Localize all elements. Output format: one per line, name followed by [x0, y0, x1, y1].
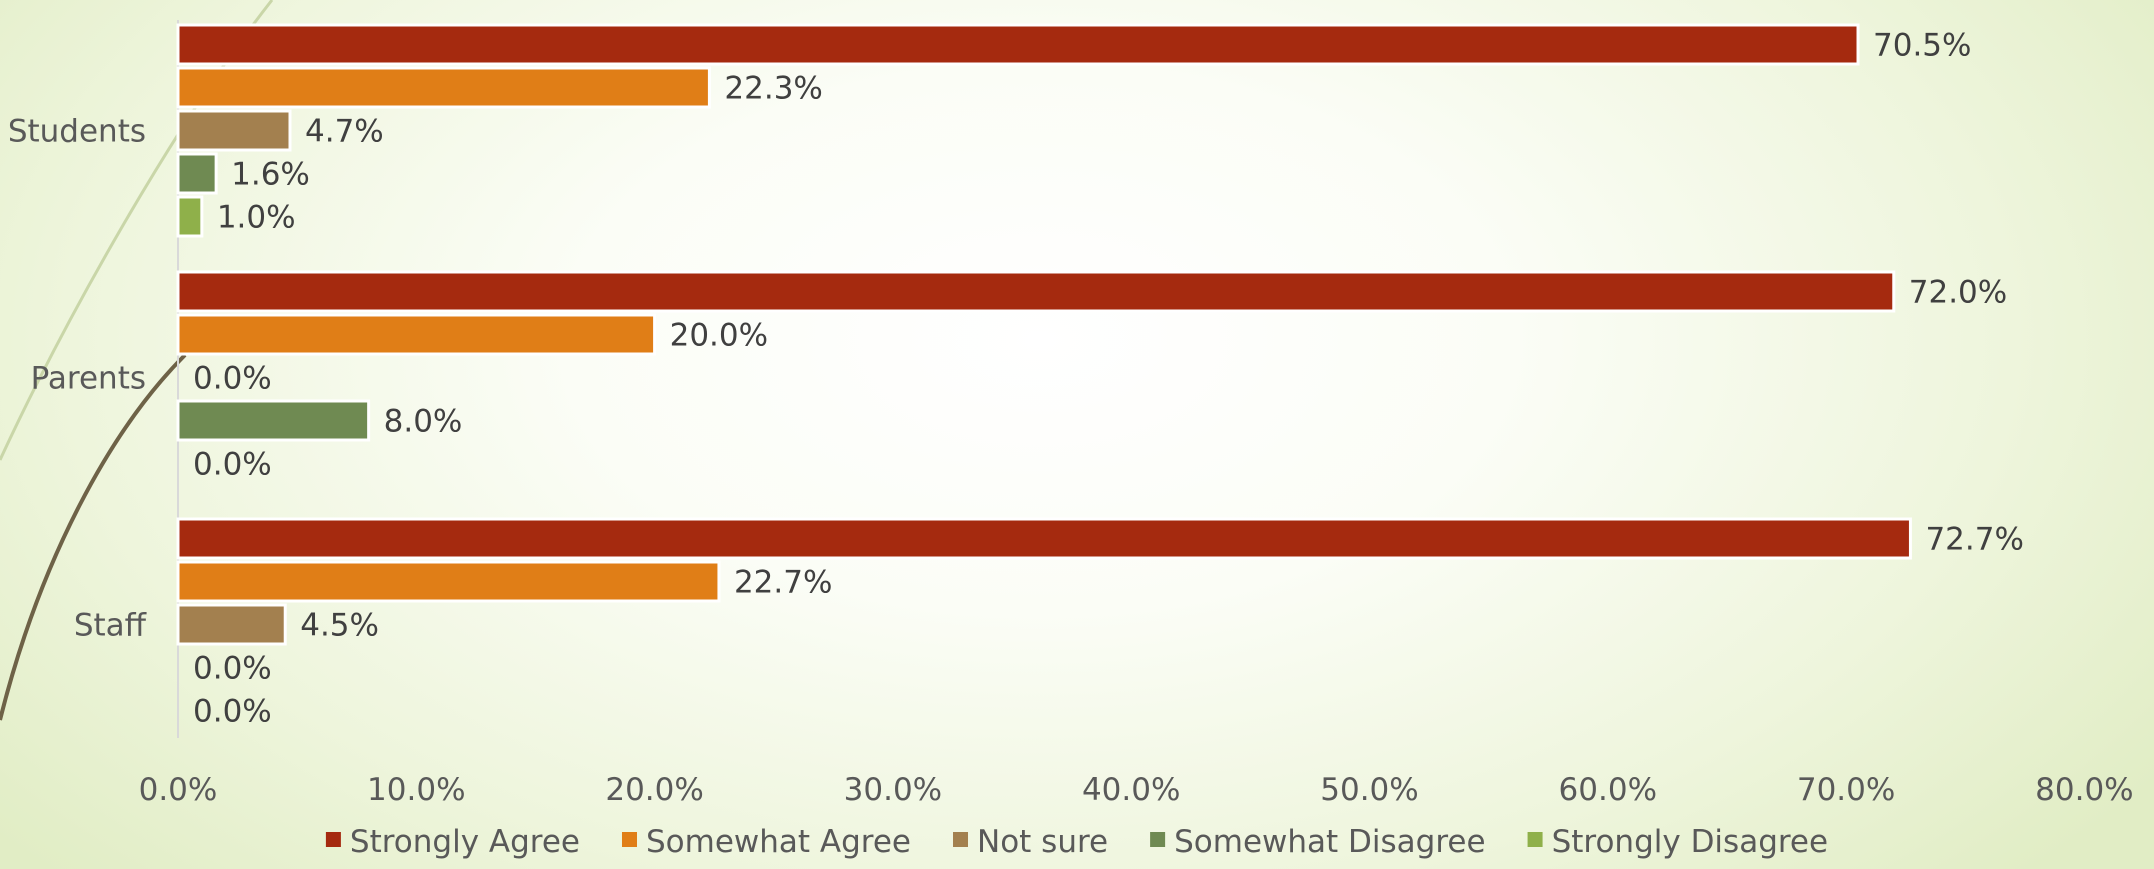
data-label-staff-somewhat-agree: 22.7% — [734, 565, 832, 601]
data-label-parents-strongly-agree: 72.0% — [1909, 275, 2007, 311]
bar-parents-somewhat-agree — [176, 313, 657, 356]
x-tick-label: 70.0% — [1797, 772, 1895, 808]
legend-swatch-strongly-agree — [325, 832, 341, 847]
data-label-students-strongly-agree: 70.5% — [1873, 28, 1971, 64]
bar-students-not-sure — [176, 109, 292, 152]
x-tick-label: 60.0% — [1559, 772, 1657, 808]
bar-staff-not-sure — [176, 603, 287, 646]
x-tick-label: 0.0% — [139, 772, 218, 808]
legend-label-strongly-disagree: Strongly Disagree — [1552, 824, 1829, 860]
data-label-staff-strongly-disagree: 0.0% — [193, 694, 272, 730]
x-tick-label: 80.0% — [2035, 772, 2133, 808]
legend: Strongly Agree Somewhat Agree Not sure Some… — [325, 824, 1829, 860]
x-tick-labels-group: 0.0% 10.0% 20.0% 30.0% 40.0% 50.0% 60.0% 70.0% 8… — [139, 772, 2134, 808]
bar-staff-strongly-agree — [176, 517, 1912, 560]
bar-students-somewhat-disagree — [176, 152, 218, 195]
data-label-parents-strongly-disagree: 0.0% — [193, 447, 272, 483]
legend-swatch-not-sure — [953, 832, 969, 847]
data-label-parents-not-sure: 0.0% — [193, 361, 272, 397]
decor-curve-dark — [0, 353, 187, 721]
legend-swatch-strongly-disagree — [1527, 832, 1543, 847]
x-tick-label: 50.0% — [1320, 772, 1418, 808]
legend-swatch-somewhat-agree — [621, 832, 637, 847]
data-label-staff-not-sure: 4.5% — [300, 608, 379, 644]
bar-staff-somewhat-agree — [176, 560, 721, 603]
data-label-students-somewhat-agree: 22.3% — [724, 71, 822, 107]
x-tick-label: 40.0% — [1082, 772, 1180, 808]
data-label-staff-somewhat-disagree: 0.0% — [193, 651, 272, 687]
data-label-parents-somewhat-agree: 20.0% — [670, 318, 768, 354]
bars-group — [176, 23, 1912, 646]
bar-parents-strongly-agree — [176, 270, 1896, 313]
data-label-students-strongly-disagree: 1.0% — [217, 200, 296, 236]
legend-label-strongly-agree: Strongly Agree — [350, 824, 580, 860]
data-labels-group: 70.5% 22.3% 4.7% 1.6% 1.0% 72.0% 20.0% 0.0% 8.0%… — [193, 28, 2024, 730]
data-label-students-somewhat-disagree: 1.6% — [231, 157, 310, 193]
category-label-staff: Staff — [74, 608, 147, 644]
category-label-parents: Parents — [31, 361, 146, 397]
legend-label-not-sure: Not sure — [977, 824, 1108, 860]
bar-students-strongly-agree — [176, 23, 1860, 66]
legend-label-somewhat-agree: Somewhat Agree — [646, 824, 911, 860]
data-label-students-not-sure: 4.7% — [305, 114, 384, 150]
data-label-staff-strongly-agree: 72.7% — [1925, 522, 2023, 558]
x-tick-label: 30.0% — [844, 772, 942, 808]
bar-parents-somewhat-disagree — [176, 399, 371, 442]
x-tick-label: 10.0% — [367, 772, 465, 808]
category-label-students: Students — [8, 114, 146, 150]
legend-label-somewhat-disagree: Somewhat Disagree — [1174, 824, 1485, 860]
bar-students-somewhat-agree — [176, 66, 711, 109]
legend-swatch-somewhat-disagree — [1150, 832, 1166, 847]
bar-students-strongly-disagree — [176, 195, 204, 238]
x-tick-label: 20.0% — [605, 772, 703, 808]
data-label-parents-somewhat-disagree: 8.0% — [384, 404, 463, 440]
category-labels-group: Students Parents Staff — [8, 114, 147, 644]
